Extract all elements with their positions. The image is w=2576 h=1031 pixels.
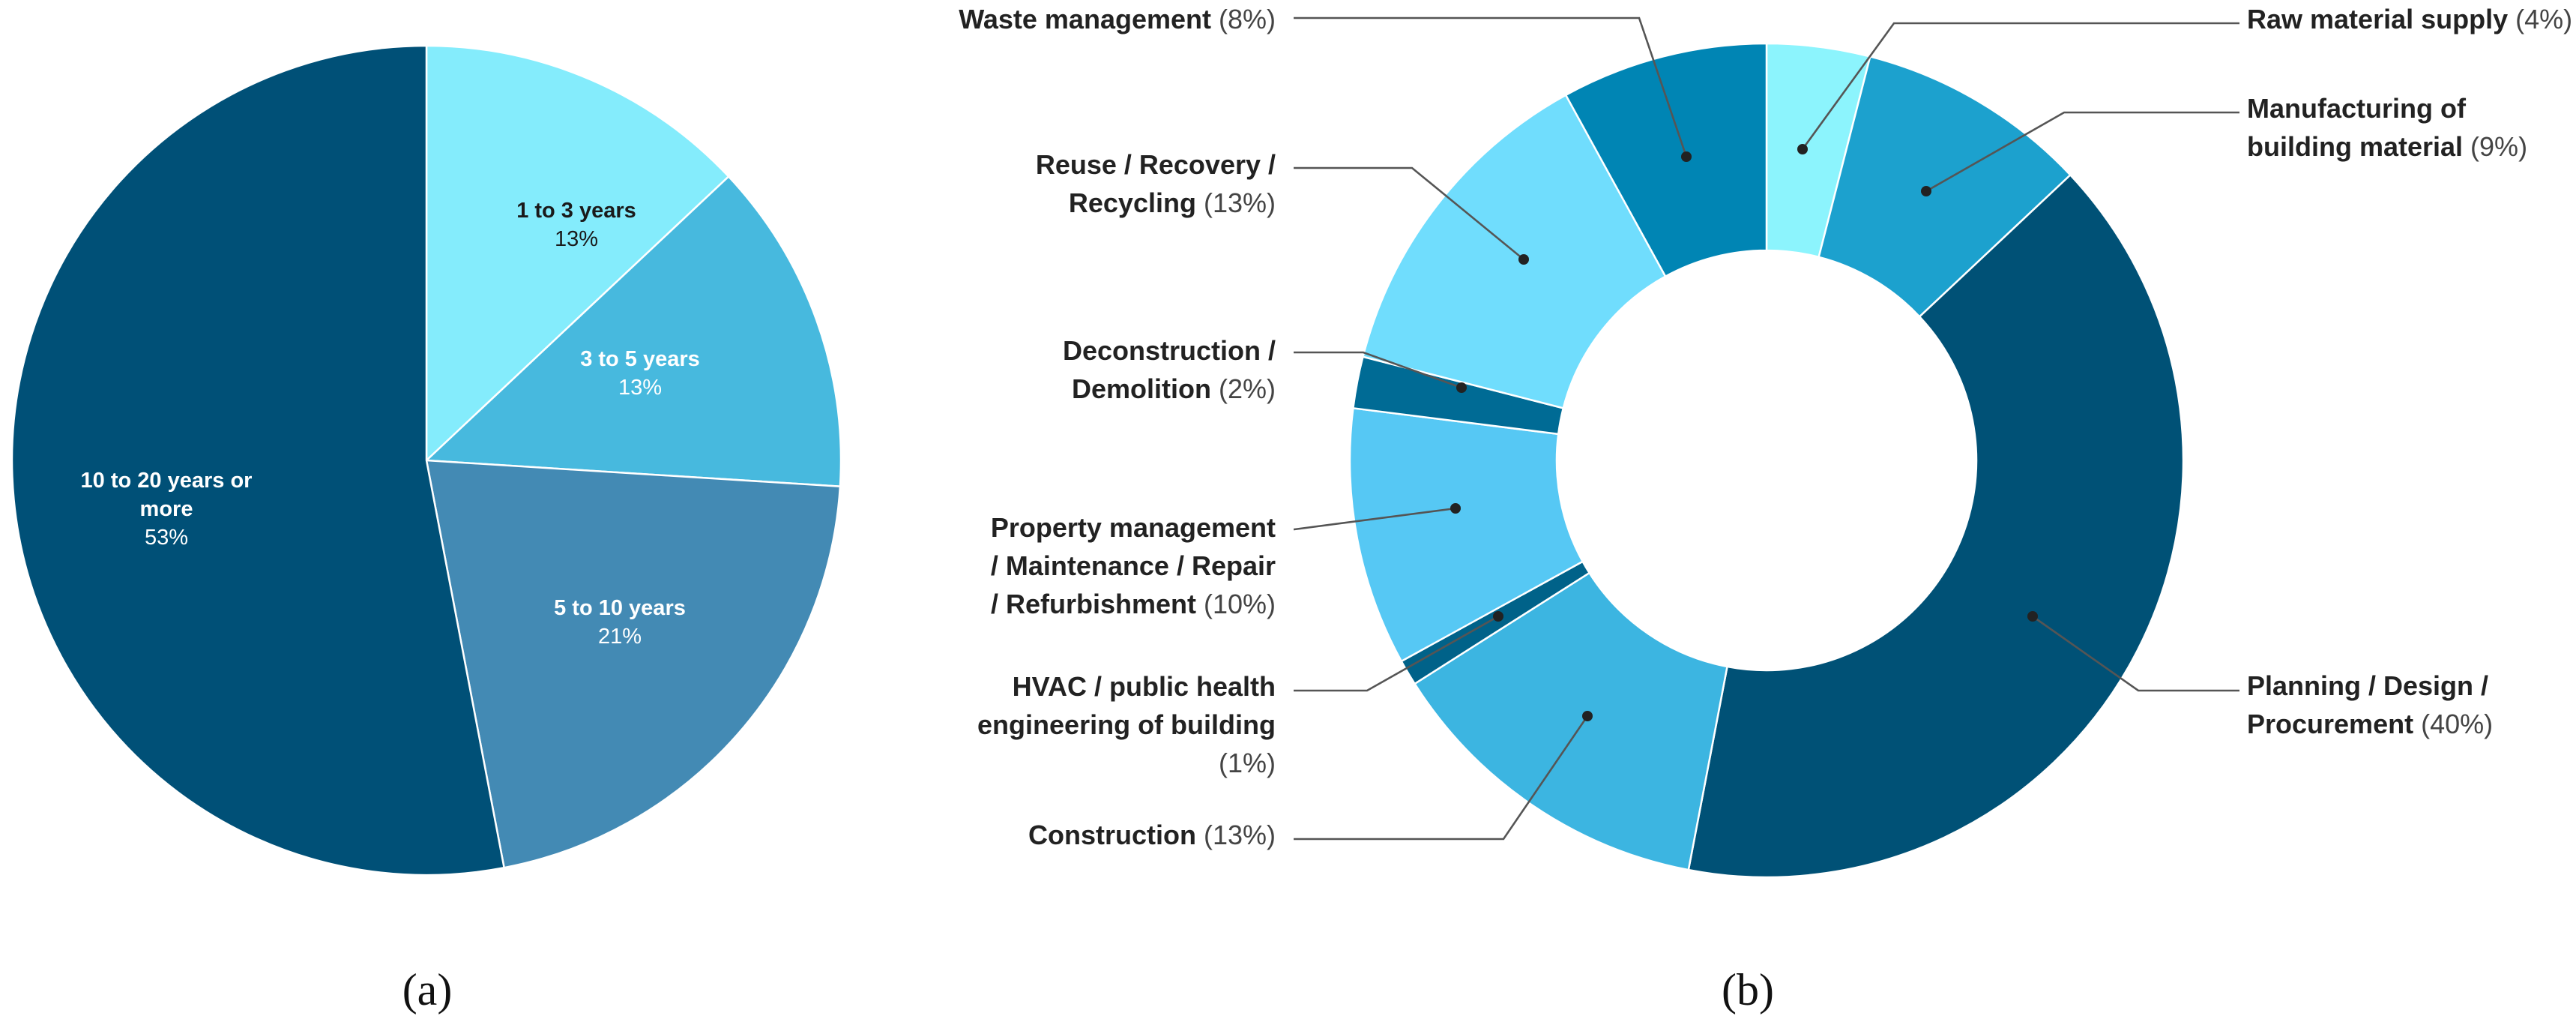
leader-line-reuse-recovery-recycling xyxy=(1294,166,1524,261)
pie-a-label-1-to-3-years: 1 to 3 years xyxy=(516,199,636,223)
pie-a-pct-5-to-10-years: 21% xyxy=(598,625,642,649)
pie-a-pct-3-to-5-years: 13% xyxy=(618,376,662,400)
leader-line-hvac-public-health-engineering-of-building xyxy=(1294,615,1499,692)
leader-line-deconstruction-demolition xyxy=(1294,351,1462,389)
donut-label-raw-material-supply: Raw material supply (4%) xyxy=(2247,4,2572,34)
pie-a-pct-10-to-20-years-or-more: 53% xyxy=(145,526,188,550)
panel-label-b: (b) xyxy=(1722,965,1774,1015)
pie-a-label-3-to-5-years: 3 to 5 years xyxy=(580,347,700,371)
leader-dot-planning-design-procurement xyxy=(2027,611,2038,622)
leader-line-raw-material-supply xyxy=(1801,22,2239,150)
leader-dot-construction xyxy=(1582,711,1593,721)
donut-slice-planning-design-procurement xyxy=(1687,173,2185,879)
donut-label-reuse-recovery-recycling: Reuse / Recovery / Recycling (13%) xyxy=(1036,149,1276,218)
pie-a-label-10-to-20-years-or-more-line-1: 10 to 20 years or xyxy=(81,469,253,493)
donut-slice-waste-management xyxy=(1564,42,1768,278)
pie-a-pct-1-to-3-years: 13% xyxy=(555,227,598,251)
leader-dot-reuse-recovery-recycling xyxy=(1518,254,1529,265)
leader-dot-raw-material-supply xyxy=(1797,144,1808,154)
pie-a-label-5-to-10-years: 5 to 10 years xyxy=(554,596,686,620)
leader-line-manufacturing-of-building-material xyxy=(1925,111,2239,193)
leader-dot-deconstruction-demolition xyxy=(1456,382,1467,393)
leader-line-waste-management xyxy=(1294,16,1688,157)
donut-label-deconstruction-demolition: Deconstruction / Demolition (2%) xyxy=(1063,335,1276,404)
donut-label-property-management-maintenance-repair-refurbishment: Property management / Maintenance / Repai… xyxy=(991,512,1276,619)
donut-label-hvac-public-health-engineering-of-building: HVAC / public health engineering of build… xyxy=(977,671,1276,778)
pie-chart-a: 1 to 3 years 13% 3 to 5 years 13% 5 to 10 ye… xyxy=(10,44,842,877)
pie-a-slice-10-to-20-years-or-more xyxy=(10,44,506,877)
leader-dot-waste-management xyxy=(1681,151,1692,162)
pie-a-slice-1-to-3-years xyxy=(425,44,730,463)
donut-chart-b: Raw material supply (4%) Manufacturing of… xyxy=(959,4,2572,879)
leader-dot-property-management-maintenance-repair-refurbishment xyxy=(1450,503,1461,514)
leader-line-property-management-maintenance-repair-refurbishment xyxy=(1294,507,1456,531)
donut-label-waste-management: Waste management (8%) xyxy=(959,4,1276,34)
donut-slice-property-management-maintenance-repair-refurbishment xyxy=(1348,406,1584,663)
leader-dot-manufacturing-of-building-material xyxy=(1921,186,1931,196)
donut-label-construction: Construction (13%) xyxy=(1028,820,1276,850)
donut-label-planning-design-procurement: Planning / Design / Procurement (40%) xyxy=(2247,670,2493,739)
donut-slice-construction xyxy=(1413,571,1728,871)
donut-label-manufacturing-of-building-material: Manufacturing of building material (9%) xyxy=(2247,93,2527,162)
panel-label-a: (a) xyxy=(402,965,453,1015)
leader-line-planning-design-procurement xyxy=(2032,615,2239,692)
leader-line-construction xyxy=(1294,715,1589,841)
pie-a-slice-5-to-10-years xyxy=(425,459,842,869)
pie-a-slice-3-to-5-years xyxy=(424,175,842,488)
donut-slice-manufacturing-of-building-material xyxy=(1818,55,2072,319)
leader-dot-hvac-public-health-engineering-of-building xyxy=(1493,611,1503,622)
pie-a-label-10-to-20-years-or-more-line-2: more xyxy=(140,497,193,521)
